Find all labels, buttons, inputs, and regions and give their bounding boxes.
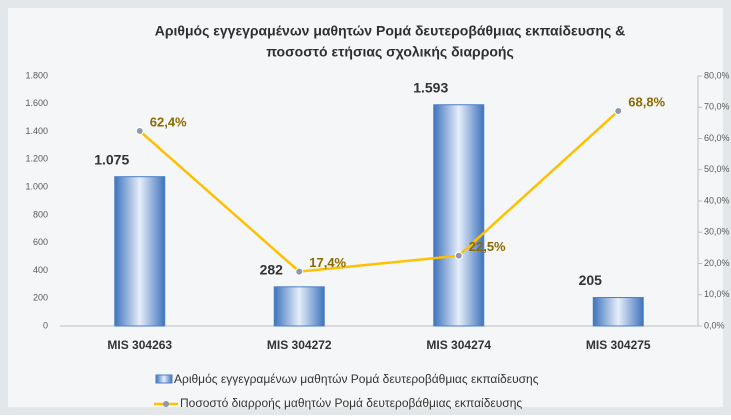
legend-swatch <box>155 374 173 384</box>
data-label: 1.075 <box>94 151 129 167</box>
marker <box>295 267 304 276</box>
marker <box>454 251 463 260</box>
data-label: 62,4% <box>150 114 187 129</box>
legend-swatch <box>163 401 169 407</box>
y-tick-label: 1.200 <box>25 154 48 164</box>
y2-tick-label: 50,0% <box>704 164 730 174</box>
x-tick-label: MIS 304275 <box>586 338 651 352</box>
legend-label: Ποσοστό διαρροής μαθητών Ρομά δευτεροβάθ… <box>180 396 522 410</box>
bar <box>592 297 644 327</box>
data-label: 68,8% <box>628 94 665 109</box>
line <box>138 110 620 273</box>
y-tick-label: 1.800 <box>25 70 48 80</box>
y-tick-label: 0 <box>43 320 48 330</box>
x-tick-label: MIS 304272 <box>267 338 332 352</box>
chart-title: ποσοστό ετήσιας σχολικής διαρροής <box>266 44 514 60</box>
y2-tick-label: 20,0% <box>704 258 730 268</box>
chart-title: Αριθμός εγγεγραμένων μαθητών Ρομά δευτερ… <box>155 23 626 39</box>
x-tick-label: MIS 304274 <box>426 338 491 352</box>
y-tick-label: 1.000 <box>25 181 48 191</box>
y-tick-label: 600 <box>33 237 48 247</box>
y2-tick-label: 30,0% <box>704 227 730 237</box>
y-tick-label: 800 <box>33 209 48 219</box>
y2-tick-label: 10,0% <box>704 289 730 299</box>
data-label: 1.593 <box>413 79 448 95</box>
y-tick-label: 200 <box>33 293 48 303</box>
marker <box>614 107 623 115</box>
bar <box>273 286 325 327</box>
y2-tick-label: 40,0% <box>704 195 730 205</box>
bar <box>114 176 166 327</box>
y2-tick-label: 0,0% <box>704 320 725 330</box>
y-tick-label: 1.400 <box>25 126 48 136</box>
y2-tick-label: 60,0% <box>704 133 730 143</box>
data-label: 22,5% <box>469 239 506 254</box>
legend-label: Αριθμός εγγεγραμένων μαθητών Ρομά δευτερ… <box>174 372 539 386</box>
y2-tick-label: 80,0% <box>704 70 730 80</box>
data-label: 17,4% <box>309 255 346 270</box>
marker <box>135 127 144 135</box>
y2-tick-label: 70,0% <box>704 102 730 112</box>
x-tick-label: MIS 304263 <box>107 338 172 352</box>
y-tick-label: 1.600 <box>25 98 48 108</box>
data-label: 205 <box>579 272 603 288</box>
bar <box>433 104 485 327</box>
data-label: 282 <box>260 262 284 278</box>
y-tick-label: 400 <box>33 265 48 275</box>
